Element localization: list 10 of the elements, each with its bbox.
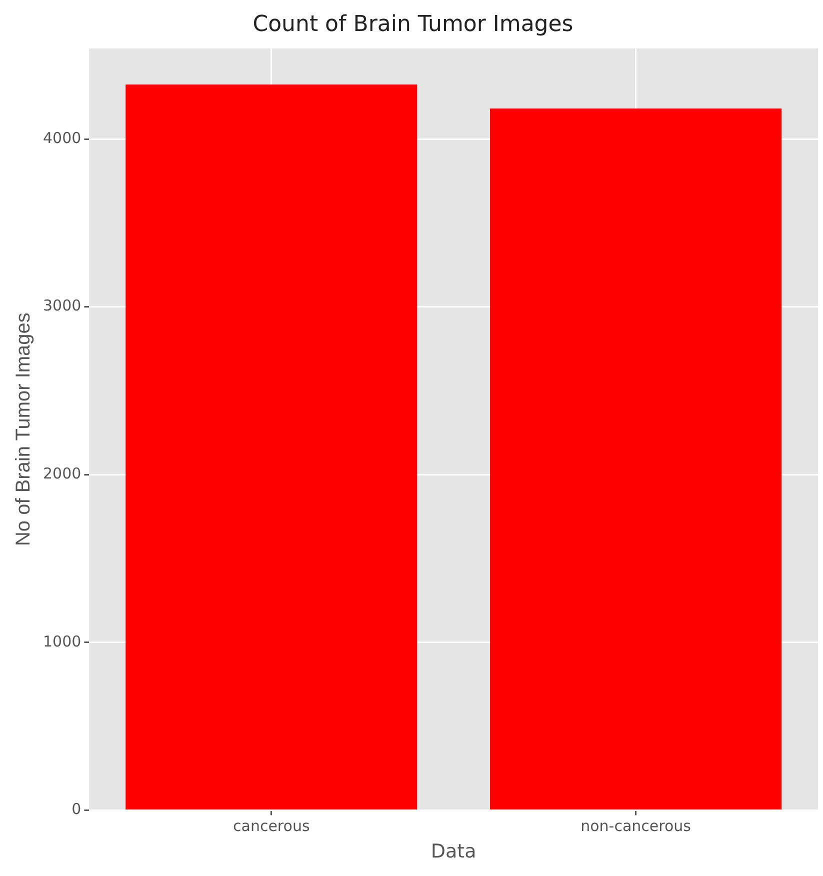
x-tick-label: cancerous [233, 817, 310, 836]
y-axis-title: No of Brain Tumor Images [12, 312, 35, 546]
y-tick-label: 2000 [42, 464, 82, 482]
y-tick-label: 3000 [42, 296, 82, 315]
x-tick-label: non-cancerous [580, 817, 692, 836]
y-tick-label: 0 [72, 800, 82, 818]
x-axis-title: Data [430, 840, 476, 863]
y-tick-label: 1000 [42, 632, 82, 650]
y-tick-label: 4000 [42, 128, 82, 147]
chart-title: Count of Brain Tumor Images [252, 12, 574, 37]
